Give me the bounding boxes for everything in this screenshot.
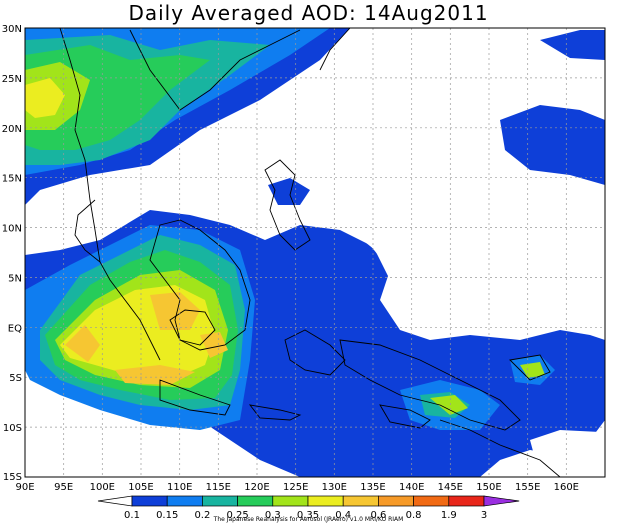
- aod-region-white: [320, 175, 605, 330]
- aod-field: [25, 28, 605, 477]
- colorbar-level-label: 0.3: [265, 510, 281, 521]
- aod-region-blue: [500, 105, 605, 185]
- longitude-labels: 90E 95E 100E 105E 110E 115E 120E 125E 13…: [15, 482, 579, 493]
- lon-label: 90E: [15, 482, 34, 493]
- latitude-labels: 30N 25N 20N 15N 10N 5N EQ 5S 10S 15S: [2, 24, 22, 483]
- aod-region-blue: [268, 178, 310, 205]
- colorbar-segment: [131, 495, 168, 507]
- lat-label: 5N: [8, 273, 22, 284]
- aod-region-orange-yellow: [115, 365, 195, 385]
- colorbar-segment: [307, 495, 344, 507]
- aod-region-white: [360, 50, 560, 130]
- aod-region-yellowgreen: [520, 362, 545, 378]
- colorbar-segment: [378, 495, 414, 507]
- aod-region-yellow: [25, 78, 65, 118]
- colorbar-level-label: 0.8: [406, 510, 422, 521]
- colorbar-level-label: 0.4: [335, 510, 351, 521]
- lat-label: 10N: [2, 224, 22, 235]
- lon-label: 130E: [322, 482, 347, 493]
- colorbar-level-label: 1.9: [441, 510, 457, 521]
- colorbar-low-arrow: [97, 495, 133, 507]
- lon-label: 155E: [515, 482, 540, 493]
- lat-label: 10S: [3, 423, 22, 434]
- colorbar-level-label: 0.1: [124, 510, 140, 521]
- lat-label: EQ: [8, 323, 22, 334]
- lat-label: 25N: [2, 74, 22, 85]
- colorbar-level-label: 0.35: [297, 510, 319, 521]
- colorbar-segment: [413, 495, 450, 507]
- lon-label: 100E: [90, 482, 115, 493]
- lon-label: 135E: [360, 482, 385, 493]
- aod-region-white: [530, 430, 605, 477]
- gridlines: [25, 28, 605, 477]
- aod-region-white: [200, 155, 260, 192]
- lon-label: 120E: [244, 482, 269, 493]
- colorbar-segment: [448, 495, 485, 507]
- colorbar-level-label: 0.2: [194, 510, 210, 521]
- colorbar-segment: [272, 495, 309, 507]
- lat-label: 15N: [2, 174, 22, 185]
- lat-label: 5S: [9, 373, 22, 384]
- lon-label: 110E: [167, 482, 192, 493]
- lon-label: 125E: [283, 482, 308, 493]
- colorbar-segment: [237, 495, 274, 507]
- lon-label: 140E: [399, 482, 424, 493]
- colorbar-level-label: 0.25: [226, 510, 248, 521]
- colorbar-high-arrow: [483, 495, 520, 507]
- aod-region-blue: [540, 30, 605, 60]
- lat-label: 15S: [3, 472, 22, 483]
- lon-label: 160E: [554, 482, 579, 493]
- aod-region-yellowgreen: [430, 395, 468, 415]
- coastlines: [59, 28, 561, 477]
- map-title: Daily Averaged AOD: 14Aug2011: [128, 1, 489, 25]
- lat-label: 30N: [2, 24, 22, 35]
- colorbar-segment: [166, 495, 203, 507]
- lon-label: 145E: [438, 482, 463, 493]
- credit-line: The Japanese Reanalysis for Aerosol (JRA…: [213, 516, 404, 523]
- colorbar-segment: [202, 495, 238, 507]
- colorbar-level-label: 0.15: [156, 510, 178, 521]
- aod-region-orange-yellow: [150, 292, 200, 330]
- colorbar-level-label: 3: [481, 510, 487, 521]
- lon-label: 105E: [128, 482, 153, 493]
- lat-label: 20N: [2, 124, 22, 135]
- map-frame: [24, 27, 606, 478]
- aod-region-orange-yellow: [65, 325, 100, 362]
- colorbar-level-label: 0.6: [370, 510, 386, 521]
- lon-label: 150E: [476, 482, 501, 493]
- lon-label: 115E: [206, 482, 231, 493]
- colorbar: 0.1 0.15 0.2 0.25 0.3 0.35 0.4 0.6 0.8 1.9 3: [97, 495, 520, 521]
- lon-label: 95E: [54, 482, 73, 493]
- colorbar-segment: [342, 495, 379, 507]
- aod-region-white: [25, 205, 75, 252]
